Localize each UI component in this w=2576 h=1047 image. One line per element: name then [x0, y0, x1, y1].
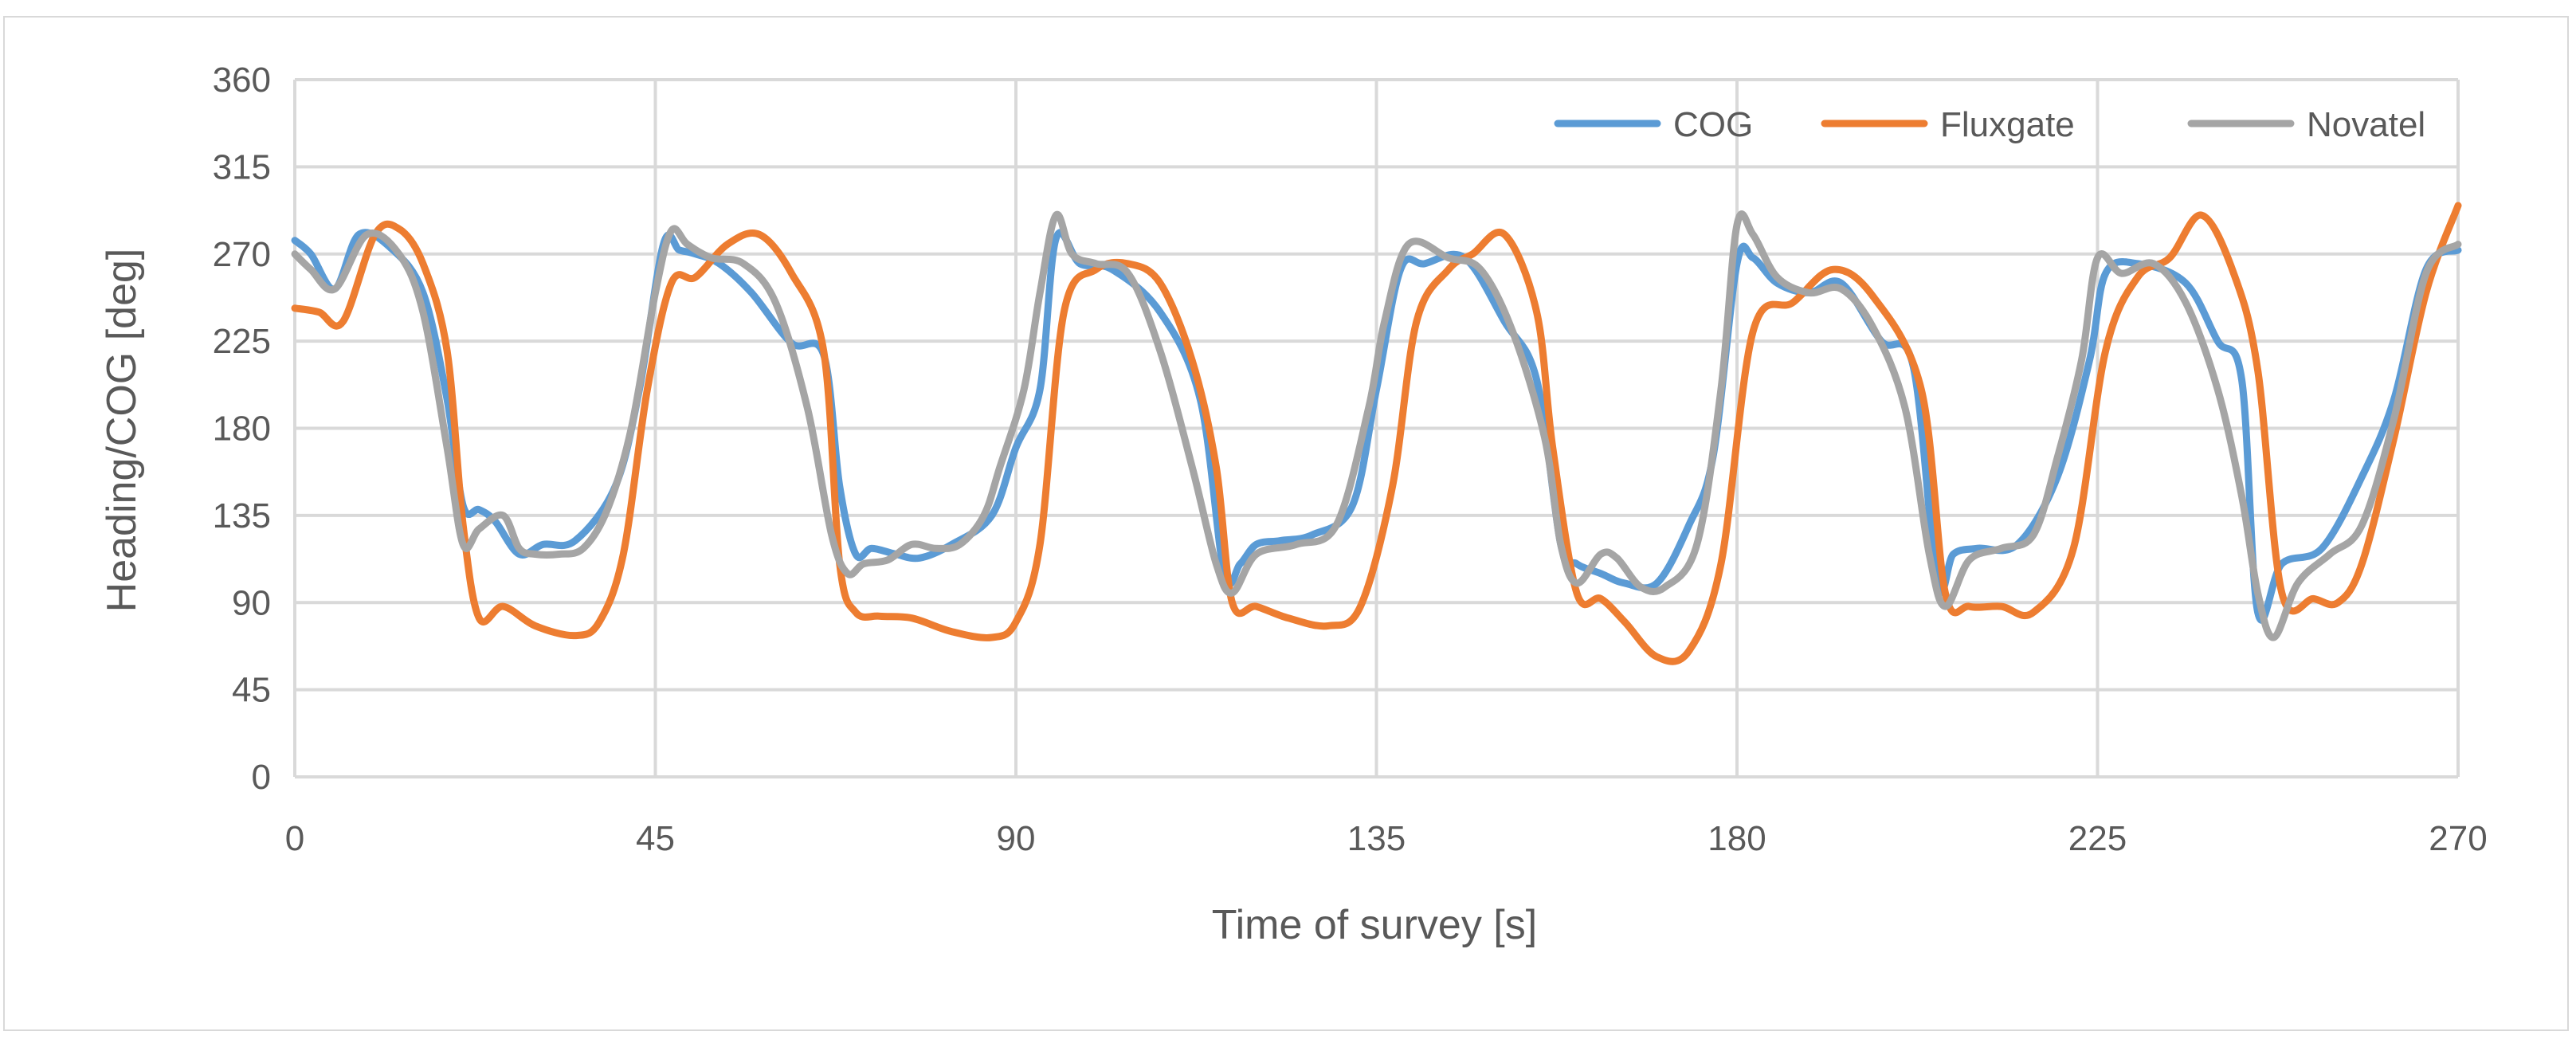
x-tick-label: 270	[2429, 819, 2487, 858]
legend: COG Fluxgate Novatel	[1554, 105, 2425, 144]
y-tick-label: 0	[252, 758, 271, 797]
y-tick-label: 225	[213, 322, 271, 361]
y-tick-label: 45	[232, 671, 271, 710]
x-tick-label: 45	[636, 819, 675, 858]
x-axis-title: Time of survey [s]	[1212, 902, 1537, 948]
legend-label-cog: COG	[1673, 105, 1753, 144]
gridlines	[293, 78, 2460, 778]
y-axis-title: Heading/COG [deg]	[99, 249, 145, 613]
legend-label-fluxgate: Fluxgate	[1940, 105, 2075, 144]
x-tick-label: 135	[1347, 819, 1406, 858]
series-line-novatel	[291, 210, 2462, 641]
x-tick-label: 180	[1708, 819, 1766, 858]
x-tick-label: 0	[285, 819, 304, 858]
x-tick-label: 90	[997, 819, 1036, 858]
y-tick-label: 360	[213, 61, 271, 100]
y-tick-label: 90	[232, 583, 271, 622]
series-line-fluxgate	[291, 202, 2462, 665]
y-tick-label: 270	[213, 235, 271, 274]
y-tick-label: 135	[213, 496, 271, 535]
y-tick-label: 315	[213, 147, 271, 186]
chart-frame	[3, 16, 2569, 1031]
y-tick-label: 180	[213, 410, 271, 449]
legend-label-novatel: Novatel	[2307, 105, 2425, 144]
tick-labels: 0 45 90 135 180 225 270 315 360 0 45 90 135 180 225 270	[213, 61, 2488, 858]
x-tick-label: 225	[2068, 819, 2127, 858]
data-series	[291, 202, 2462, 665]
